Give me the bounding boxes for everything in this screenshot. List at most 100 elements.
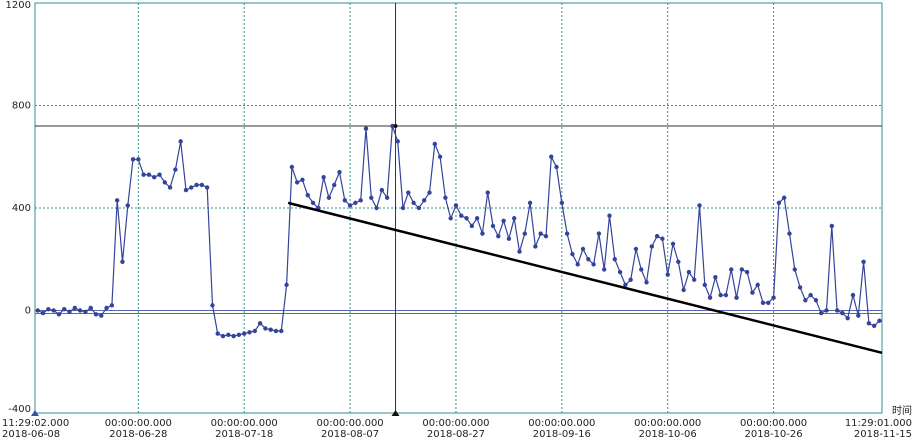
data-point: [707, 295, 713, 300]
data-point: [570, 251, 575, 257]
data-line: [37, 125, 880, 337]
data-point: [167, 185, 173, 190]
data-point: [654, 233, 660, 239]
data-point: [93, 312, 99, 317]
data-point: [856, 313, 861, 318]
data-point: [628, 277, 633, 282]
data-point: [77, 308, 83, 313]
data-point: [623, 282, 628, 288]
data-point: [99, 313, 104, 318]
data-point: [591, 262, 596, 267]
data-point: [723, 292, 729, 298]
data-point: [496, 233, 501, 239]
data-point: [300, 177, 305, 183]
data-point: [204, 185, 210, 190]
x-tick-label: 00:00:00.000: [105, 418, 172, 429]
data-point: [686, 269, 692, 275]
trend-line: [287, 201, 883, 354]
x-tick-label: 2018-06-28: [109, 429, 167, 440]
x-tick-label: 2018-08-27: [427, 429, 485, 440]
data-point: [744, 269, 750, 275]
data-point: [83, 309, 88, 314]
x-tick-label: 00:00:00.000: [211, 418, 278, 429]
data-point: [776, 200, 782, 206]
cursor-marker: [391, 410, 400, 416]
data-point: [263, 326, 268, 331]
data-point: [877, 318, 882, 323]
data-point: [527, 200, 533, 206]
data-point: [734, 295, 739, 300]
data-point: [506, 236, 512, 241]
data-point: [226, 332, 231, 338]
data-point: [718, 292, 723, 298]
data-point: [326, 195, 332, 200]
data-point: [390, 123, 395, 129]
data-point: [834, 308, 840, 313]
data-point: [157, 172, 162, 177]
data-point: [543, 233, 549, 239]
data-point: [840, 310, 845, 316]
data-point: [347, 203, 353, 208]
data-point: [511, 216, 517, 221]
data-point: [871, 323, 877, 329]
data-point: [474, 216, 480, 221]
data-point: [601, 267, 607, 272]
data-point: [104, 305, 109, 311]
data-point: [294, 180, 300, 185]
data-point: [178, 139, 183, 144]
axis-marker: [31, 410, 39, 416]
data-point: [141, 172, 146, 177]
data-point: [575, 262, 580, 267]
data-point: [337, 169, 342, 175]
data-point: [72, 305, 78, 311]
data-point: [62, 307, 67, 312]
data-point: [861, 259, 866, 265]
data-point: [808, 292, 813, 298]
x-tick-label: 2018-08-07: [321, 429, 379, 440]
y-tick-label: 400: [12, 203, 31, 214]
data-point: [644, 280, 649, 285]
cursor-dot: [393, 124, 398, 128]
data-point: [829, 223, 835, 229]
data-point: [173, 167, 178, 172]
x-tick-label: 11:29:02.000: [2, 418, 69, 429]
data-point: [596, 231, 602, 236]
x-tick-label: 2018-10-06: [639, 429, 697, 440]
data-point: [464, 216, 469, 221]
data-point: [189, 185, 194, 190]
data-point: [522, 231, 527, 236]
data-point: [607, 213, 612, 218]
data-point: [416, 205, 422, 211]
data-point: [109, 303, 115, 308]
data-point: [670, 241, 676, 247]
data-point: [559, 200, 565, 206]
data-point: [321, 175, 326, 180]
data-point: [384, 195, 390, 200]
data-point: [787, 231, 792, 236]
data-point: [845, 315, 850, 321]
data-point: [538, 231, 543, 236]
x-tick-label: 00:00:00.000: [316, 418, 383, 429]
data-point: [88, 305, 93, 311]
data-point: [639, 267, 644, 272]
data-point: [268, 327, 273, 332]
data-point: [533, 244, 538, 249]
data-point: [437, 154, 443, 159]
y-tick-label: 1200: [6, 0, 31, 11]
data-point: [56, 312, 62, 317]
data-point: [162, 180, 168, 185]
data-point: [485, 190, 490, 195]
data-point: [247, 330, 252, 335]
data-point: [305, 192, 310, 198]
data-point: [310, 200, 316, 206]
data-point: [702, 282, 707, 288]
data-point: [824, 308, 829, 313]
data-point: [459, 213, 464, 218]
data-point: [289, 164, 295, 170]
data-point: [199, 182, 205, 188]
data-point: [612, 257, 617, 262]
x-tick-label: 2018-07-18: [215, 429, 273, 440]
data-point: [819, 310, 824, 316]
data-point: [480, 231, 485, 236]
